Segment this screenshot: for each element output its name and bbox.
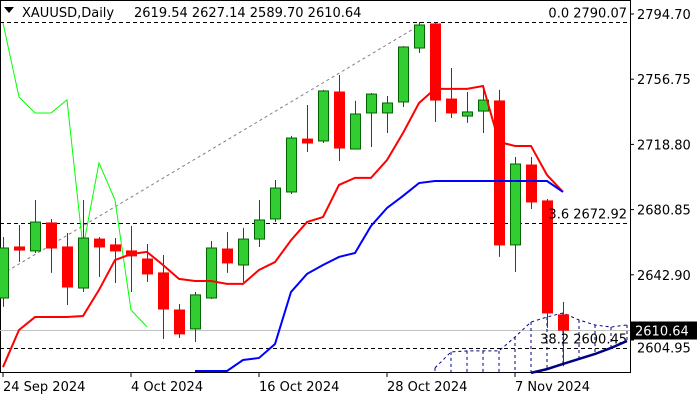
candle [270,179,281,223]
candle [174,303,185,339]
cloud-lower-line [530,339,628,375]
fibonacci-trendline [6,24,421,272]
bearish-candle-body [334,91,345,149]
bullish-candle-body [206,247,217,299]
bullish-candle-body [30,221,41,252]
candle [14,224,25,262]
candle [142,244,153,283]
candle [510,156,521,273]
bearish-candle-body [46,222,57,249]
candle [62,233,73,306]
candle [222,232,233,273]
x-axis-label: 24 Sep 2024 [3,380,85,395]
bullish-candle-body [510,163,521,246]
y-axis-label: 2756.75 [637,73,691,88]
fibonacci-level-label: 3.6 2672.92 [548,208,627,223]
bullish-candle-body [366,93,377,114]
y-axis-label: 2718.80 [637,138,691,153]
candle [366,93,377,147]
bearish-candle-body [110,244,121,252]
x-axis-label: 7 Nov 2024 [515,380,590,395]
candle [542,199,553,328]
y-axis-label: 2642.90 [637,269,691,284]
current-price-label: 2610.64 [635,325,689,340]
candle [398,46,409,107]
candle [446,67,457,118]
candle [0,236,9,307]
candle [190,291,201,342]
tenkan-line [2,84,564,368]
fibonacci-level-label: 0.0 2790.07 [548,7,627,22]
candle [238,227,249,283]
bullish-candle-body [286,137,297,193]
candle [526,156,537,209]
chart-symbol: XAUUSD,Daily [22,6,114,21]
bullish-candle-body [238,238,249,266]
bullish-candle-body [462,111,473,117]
bullish-candle-body [0,247,9,299]
bearish-candle-body [14,246,25,251]
candle [302,105,313,152]
y-axis-label: 2604.95 [637,342,691,357]
cloud-upper-line [434,312,628,369]
bullish-candle-body [398,46,409,103]
chikou-line [2,22,148,328]
bearish-candle-body [174,309,185,335]
candle [286,135,297,195]
bullish-candle-body [318,90,329,142]
y-axis-label: 2680.85 [637,204,691,219]
candle [334,74,345,162]
bearish-candle-body [430,23,441,101]
bullish-candle-body [78,237,89,289]
x-axis-label: 16 Oct 2024 [259,380,339,395]
kijun-line [195,179,564,373]
bullish-candle-body [382,102,393,114]
bearish-candle-body [542,200,553,314]
candle [318,89,329,144]
bearish-candle-body [222,248,233,264]
candle [558,301,569,367]
chart-ohlc: 2619.54 2627.14 2589.70 2610.64 [134,6,361,21]
candle [46,218,57,273]
bearish-candle-body [526,164,537,203]
bullish-candle-body [190,294,201,330]
candle [350,100,361,150]
current-price-badge [631,321,697,340]
candle [78,200,89,292]
candle [158,255,169,340]
candle [94,236,105,278]
bearish-candle-body [494,100,505,246]
candle [206,240,217,300]
bearish-candle-body [302,138,313,144]
bullish-candle-body [270,187,281,220]
y-axis-label: 2794.70 [637,8,691,23]
triangle-down-icon[interactable] [4,7,14,13]
candle [494,89,505,257]
candle [382,95,393,134]
fibonacci-level-label: 38.2 2600.45 [540,333,627,348]
bullish-candle-body [414,24,425,49]
candle [414,21,425,53]
x-axis-label: 28 Oct 2024 [387,380,467,395]
candle [462,91,473,123]
bearish-candle-body [158,272,169,310]
plot-frame [0,0,631,373]
bullish-candle-body [254,219,265,240]
x-axis-label: 4 Oct 2024 [131,380,203,395]
candle [430,21,441,123]
bearish-candle-body [142,258,153,275]
bearish-candle-body [558,314,569,331]
bearish-candle-body [62,246,73,288]
bearish-candle-body [446,98,457,114]
bullish-candle-body [350,113,361,150]
bearish-candle-body [94,238,105,248]
candle [254,200,265,247]
candle [30,200,41,253]
